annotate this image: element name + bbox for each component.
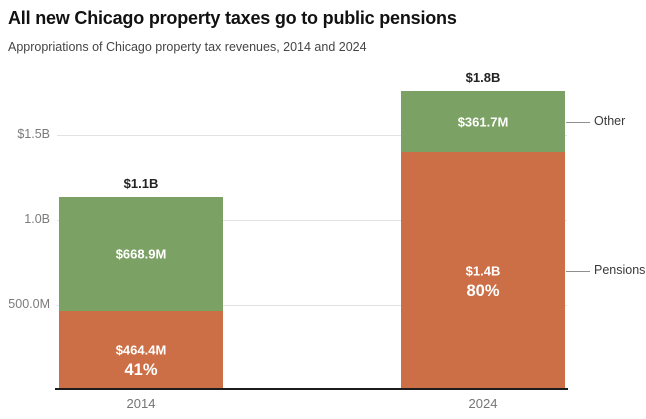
- y-tick-label-1500: $1.5B: [17, 127, 50, 141]
- total-label-2024: $1.8B: [465, 70, 501, 86]
- segment-pensions-2014[interactable]: $464.4M 41%: [59, 310, 223, 389]
- bar-2024[interactable]: $361.7M $1.4B 80%: [401, 91, 565, 389]
- chart-title: All new Chicago property taxes go to pub…: [8, 8, 457, 28]
- x-axis-label-2024: 2024: [468, 396, 498, 411]
- x-axis-line: [55, 388, 568, 390]
- y-tick-label-1000: 1.0B: [24, 212, 50, 226]
- segment-value-label: $464.4M: [115, 342, 167, 358]
- segment-pensions-2024[interactable]: $1.4B 80%: [401, 152, 565, 389]
- bar-2014[interactable]: $668.9M $464.4M 41%: [59, 197, 223, 389]
- segment-percent-label: 80%: [466, 281, 500, 300]
- segment-percent-label: 41%: [124, 360, 158, 379]
- other-series-label: Other: [594, 114, 626, 128]
- other-callout-line: [566, 122, 590, 123]
- y-tick-label-500: 500.0M: [8, 297, 50, 311]
- segment-value-label: $361.7M: [457, 114, 509, 130]
- gridline-500: [57, 305, 567, 306]
- segment-value-label: $1.4B: [465, 263, 501, 279]
- segment-other-2024[interactable]: $361.7M: [401, 91, 565, 153]
- segment-value-label: $668.9M: [115, 246, 167, 262]
- pensions-callout-line: [566, 271, 590, 272]
- gridline-1500: [57, 135, 567, 136]
- total-label-2014: $1.1B: [123, 176, 159, 192]
- pensions-series-label: Pensions: [594, 263, 646, 277]
- x-axis-label-2014: 2014: [126, 396, 156, 411]
- segment-other-2014[interactable]: $668.9M: [59, 197, 223, 311]
- chart-subtitle: Appropriations of Chicago property tax r…: [8, 40, 367, 54]
- gridline-1000: [57, 220, 567, 221]
